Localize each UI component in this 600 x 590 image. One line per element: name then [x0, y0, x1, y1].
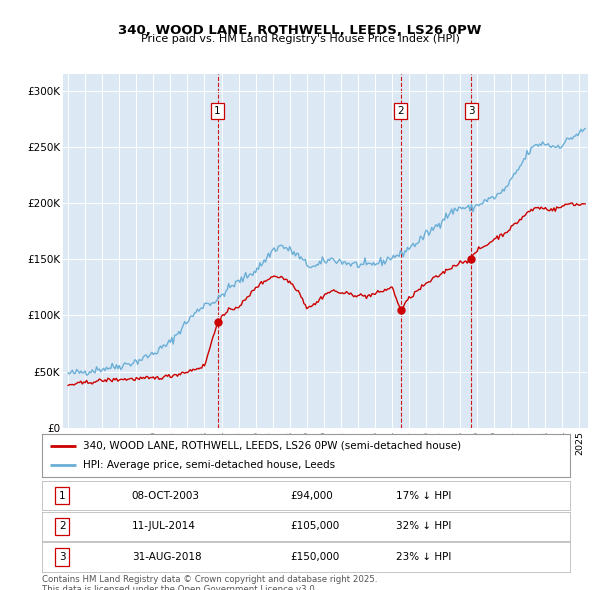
- Text: 3: 3: [468, 106, 475, 116]
- Text: 32% ↓ HPI: 32% ↓ HPI: [396, 522, 451, 531]
- Text: Contains HM Land Registry data © Crown copyright and database right 2025.
This d: Contains HM Land Registry data © Crown c…: [42, 575, 377, 590]
- Text: 23% ↓ HPI: 23% ↓ HPI: [396, 552, 451, 562]
- Text: 340, WOOD LANE, ROTHWELL, LEEDS, LS26 0PW: 340, WOOD LANE, ROTHWELL, LEEDS, LS26 0P…: [118, 24, 482, 37]
- Text: 3: 3: [59, 552, 65, 562]
- Text: £94,000: £94,000: [290, 491, 333, 500]
- Text: 2: 2: [59, 522, 65, 531]
- Text: £105,000: £105,000: [290, 522, 340, 531]
- Text: 1: 1: [214, 106, 221, 116]
- Text: 17% ↓ HPI: 17% ↓ HPI: [396, 491, 451, 500]
- Text: 340, WOOD LANE, ROTHWELL, LEEDS, LS26 0PW (semi-detached house): 340, WOOD LANE, ROTHWELL, LEEDS, LS26 0P…: [83, 441, 461, 451]
- Text: 08-OCT-2003: 08-OCT-2003: [132, 491, 200, 500]
- Text: £150,000: £150,000: [290, 552, 340, 562]
- Text: 31-AUG-2018: 31-AUG-2018: [132, 552, 202, 562]
- Text: 11-JUL-2014: 11-JUL-2014: [132, 522, 196, 531]
- Text: HPI: Average price, semi-detached house, Leeds: HPI: Average price, semi-detached house,…: [83, 460, 335, 470]
- Text: 2: 2: [398, 106, 404, 116]
- Text: 1: 1: [59, 491, 65, 500]
- Text: Price paid vs. HM Land Registry's House Price Index (HPI): Price paid vs. HM Land Registry's House …: [140, 34, 460, 44]
